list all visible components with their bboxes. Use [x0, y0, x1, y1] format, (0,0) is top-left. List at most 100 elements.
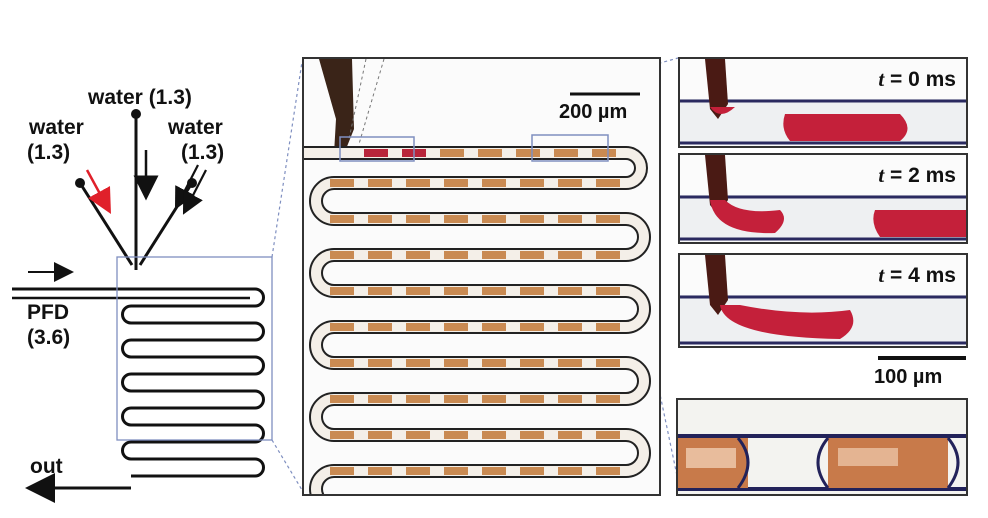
plug	[482, 395, 506, 403]
inset-t2: t = 2 ms	[678, 153, 968, 244]
plug	[330, 215, 354, 223]
plug	[330, 287, 354, 295]
inset-plugs-graphic	[678, 434, 966, 491]
plug	[558, 467, 582, 475]
plug	[478, 149, 502, 157]
scale-bar-main-label: 200 µm	[559, 101, 628, 123]
plug	[596, 251, 620, 259]
inset-plugs	[676, 398, 968, 496]
plug	[558, 215, 582, 223]
plug	[330, 431, 354, 439]
plug	[368, 179, 392, 187]
zoom-rect-nozzle	[339, 136, 415, 162]
plug	[520, 431, 544, 439]
plug	[596, 323, 620, 331]
inset-t2-graphic	[680, 155, 966, 241]
plug	[368, 467, 392, 475]
plug	[330, 395, 354, 403]
plug	[368, 359, 392, 367]
plug	[520, 359, 544, 367]
serpentine-channel-core	[304, 148, 649, 494]
plug	[520, 251, 544, 259]
plug	[558, 323, 582, 331]
plug	[444, 467, 468, 475]
plug	[482, 215, 506, 223]
pfd-label-line2: (3.6)	[27, 326, 71, 349]
inlet-label-left-line2: (1.3)	[27, 141, 71, 164]
aqueous-plugs	[330, 149, 620, 475]
plug	[440, 149, 464, 157]
plug	[406, 251, 430, 259]
plug	[406, 431, 430, 439]
plug	[368, 287, 392, 295]
plug	[444, 431, 468, 439]
plug	[482, 287, 506, 295]
plug	[444, 251, 468, 259]
inset-t4: t = 4 ms	[678, 253, 968, 348]
plug	[330, 251, 354, 259]
inset-t0-graphic	[680, 59, 966, 145]
time-label-4: t = 4 ms	[878, 263, 956, 287]
plug	[558, 287, 582, 295]
inlet-label-right-line2: (1.3)	[181, 141, 225, 164]
inlet-label-left-line1: water	[29, 116, 84, 139]
plug	[364, 149, 388, 157]
inlet-dot-left	[75, 178, 85, 188]
time-label-2: t = 2 ms	[878, 163, 956, 187]
plug	[406, 287, 430, 295]
plug	[596, 287, 620, 295]
plug	[330, 467, 354, 475]
plug	[592, 149, 616, 157]
plug	[368, 395, 392, 403]
time-label-0: t = 0 ms	[878, 67, 956, 91]
plug	[406, 395, 430, 403]
plug	[482, 251, 506, 259]
plug	[482, 431, 506, 439]
plug	[444, 287, 468, 295]
zoom-rect-plug	[531, 134, 609, 162]
plug	[558, 431, 582, 439]
plug	[444, 179, 468, 187]
plug	[520, 179, 544, 187]
inlet-dot-center	[131, 109, 141, 119]
plug	[596, 431, 620, 439]
plug	[482, 179, 506, 187]
plug	[444, 395, 468, 403]
plug	[596, 395, 620, 403]
plug	[482, 467, 506, 475]
inset-t4-graphic	[680, 255, 966, 345]
plug	[368, 215, 392, 223]
micrograph-channels	[304, 59, 651, 494]
main-micrograph: 200 µm	[302, 57, 661, 496]
scale-bar-inset-label: 100 µm	[874, 366, 943, 388]
plug	[596, 179, 620, 187]
plug	[482, 323, 506, 331]
plug	[406, 359, 430, 367]
plug	[406, 467, 430, 475]
plug	[444, 359, 468, 367]
plug	[520, 215, 544, 223]
plug	[368, 251, 392, 259]
pfd-label-line1: PFD	[27, 301, 69, 324]
plug	[596, 359, 620, 367]
plug	[558, 359, 582, 367]
plug	[554, 149, 578, 157]
plug	[596, 467, 620, 475]
plug	[406, 215, 430, 223]
plug	[516, 149, 540, 157]
plug	[330, 359, 354, 367]
plug	[558, 395, 582, 403]
plug	[444, 215, 468, 223]
plug	[368, 431, 392, 439]
plug	[482, 359, 506, 367]
plug	[596, 215, 620, 223]
plug	[520, 467, 544, 475]
plug	[558, 179, 582, 187]
plug	[444, 323, 468, 331]
plug	[558, 251, 582, 259]
inlet-label-center: water (1.3)	[88, 86, 192, 109]
inlet-label-right-line1: water	[168, 116, 223, 139]
plug	[520, 287, 544, 295]
zoom-connector-bottom	[271, 439, 303, 491]
